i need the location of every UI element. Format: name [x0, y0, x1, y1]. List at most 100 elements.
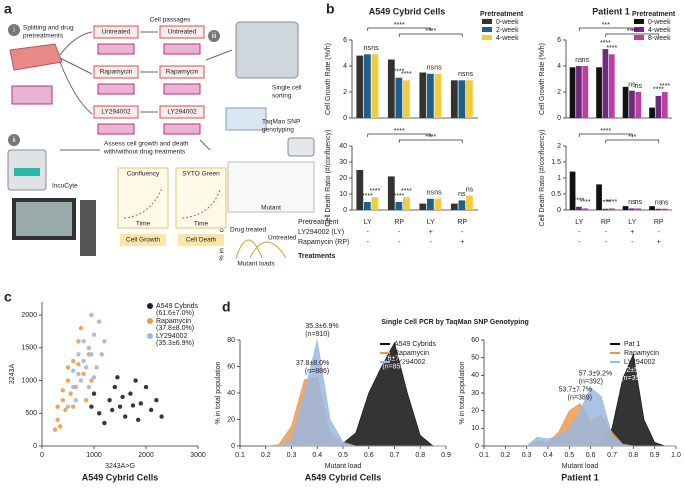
bracket-label: *** — [628, 134, 636, 141]
legend-swatch — [634, 19, 644, 24]
point — [91, 332, 97, 337]
legend-marker — [147, 333, 153, 339]
table-footer: Treatments — [298, 253, 335, 260]
bracket-label: **** — [627, 28, 638, 35]
axis-label: Time — [194, 221, 209, 228]
significance-label: **** — [573, 198, 584, 205]
y-tick-label: 1000 — [21, 377, 37, 384]
bracket-label: **** — [394, 128, 405, 135]
bar — [450, 80, 458, 118]
point — [65, 378, 71, 383]
bar — [655, 208, 662, 210]
x-tick-label: 2000 — [138, 452, 154, 459]
bar — [395, 77, 403, 118]
step-text: with/without drug treatments — [103, 149, 186, 156]
bar — [458, 200, 466, 210]
bar — [582, 66, 589, 118]
y-axis-label: Cell Growth Rate (%/h) — [539, 43, 546, 115]
x-tick-label: 0.3 — [287, 452, 297, 459]
point — [99, 352, 105, 357]
condition: LY294002 — [167, 109, 197, 116]
significance-label: ns — [371, 45, 379, 52]
y-tick-label: 6 — [343, 37, 347, 44]
y-tick-label: 30 — [339, 159, 347, 166]
y-tick-label: 40 — [227, 390, 235, 397]
significance-label: ns — [635, 199, 643, 206]
point — [71, 384, 76, 390]
condition: LY294002 — [101, 109, 131, 116]
significance-label: **** — [659, 83, 670, 90]
chart-title: Single Cell PCR by TaqMan SNP Genotyping — [381, 319, 529, 326]
significance-label: **** — [401, 71, 412, 78]
condition: Rapamycin — [166, 69, 199, 76]
bracket — [605, 139, 660, 143]
step-text: TaqMan SNP — [262, 119, 300, 126]
y-axis-label: 3243A — [9, 364, 16, 385]
point — [154, 397, 159, 403]
x-tick-label: 0.2 — [261, 452, 271, 459]
card-footer-text: Cell Growth — [126, 237, 160, 244]
y-tick-label: 40 — [339, 143, 347, 150]
significance-label: ns — [628, 199, 636, 206]
card-footer-text: Cell Death — [186, 237, 217, 244]
y-tick-label: 1 — [557, 175, 561, 182]
bar — [569, 67, 576, 118]
significance-label: **** — [393, 69, 404, 76]
plot-card — [175, 167, 227, 229]
x-tick-label: 0.1 — [235, 452, 245, 459]
n-label: (n=886) — [305, 368, 329, 375]
point — [107, 397, 112, 403]
panel-label: d — [222, 299, 231, 315]
y-axis-label: Cell Growth Rate (%/h) — [325, 43, 332, 115]
bracket-label: *** — [602, 22, 610, 29]
x-axis-label: 3243A>G — [105, 463, 135, 470]
y-tick-label: 80 — [227, 337, 235, 344]
legend-label: 0-week — [648, 19, 671, 26]
point — [89, 378, 94, 383]
y-tick-label: 4 — [557, 63, 561, 70]
x-tick-label: 1000 — [86, 452, 102, 459]
incucyte-panel — [14, 168, 40, 176]
bracket — [578, 27, 633, 31]
bar — [596, 184, 602, 210]
point — [138, 401, 143, 406]
chart-title: A549 Cybrid Cells — [369, 6, 446, 16]
condition: Untreated — [168, 29, 197, 36]
point — [102, 420, 107, 426]
y-axis-label: Cell Death Ratio (#/confluency) — [539, 130, 546, 227]
bar — [395, 202, 403, 210]
dish — [159, 65, 205, 79]
table-cell: + — [429, 229, 433, 236]
significance-label: ns — [466, 186, 474, 193]
point — [86, 384, 92, 390]
significance-label: **** — [401, 188, 412, 195]
bar — [582, 208, 589, 210]
point — [128, 391, 133, 396]
point — [136, 417, 141, 423]
y-tick-label: 0 — [33, 443, 37, 450]
significance-label: **** — [606, 45, 617, 52]
y-tick-label: 0 — [475, 443, 479, 450]
point — [78, 378, 84, 383]
bracket — [578, 133, 633, 137]
point — [78, 325, 84, 331]
point — [52, 427, 58, 432]
table-cell: - — [398, 239, 401, 246]
step-text: Splitting and drug — [23, 25, 74, 32]
legend-label: Rapamycin — [156, 318, 191, 325]
stat-label: 37.8±8.0% — [296, 360, 329, 367]
plate — [97, 43, 135, 55]
point — [81, 358, 86, 364]
bar — [466, 80, 473, 118]
bar — [661, 92, 668, 118]
n-label: (n=854) — [382, 363, 406, 370]
significance-label: **** — [580, 199, 591, 206]
point — [76, 361, 81, 367]
y-axis-label: % in total population — [459, 361, 466, 424]
bar — [363, 54, 371, 118]
dish — [93, 25, 139, 39]
bar — [426, 198, 434, 210]
card-title: Confluency — [127, 171, 160, 178]
point — [86, 345, 92, 351]
table-cell: - — [605, 229, 608, 236]
